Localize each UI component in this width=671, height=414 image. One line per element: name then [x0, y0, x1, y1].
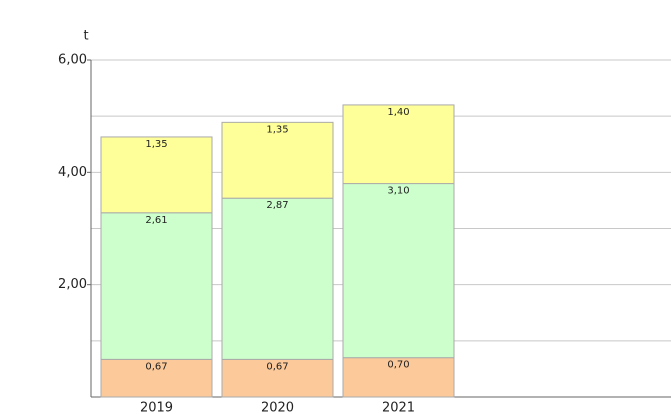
x-tick-label: 2019	[140, 401, 173, 414]
y-axis-label: t	[83, 29, 88, 44]
bar-segment	[342, 104, 455, 185]
value-label: 0,70	[387, 360, 409, 371]
x-tick-label: 2020	[261, 401, 294, 414]
value-label: 1,40	[387, 107, 409, 118]
value-label: 3,10	[387, 186, 409, 197]
value-label: 2,61	[145, 215, 167, 226]
bar-segment	[221, 121, 334, 199]
x-tick-label: 2021	[382, 401, 415, 414]
y-tick-label: 2,00	[58, 277, 87, 292]
value-label: 0,67	[266, 361, 288, 372]
bar-segment	[221, 358, 334, 398]
value-label: 2,87	[266, 200, 288, 211]
value-label: 0,67	[145, 361, 167, 372]
bar-segment	[100, 136, 213, 214]
bar-segment	[100, 212, 213, 360]
value-label: 1,35	[145, 139, 167, 150]
bar-segment	[100, 358, 213, 398]
bar-segment	[342, 357, 455, 398]
bar-segment	[221, 197, 334, 360]
y-tick-label: 4,00	[58, 165, 87, 180]
value-label: 1,35	[266, 124, 288, 135]
bar-segment	[342, 183, 455, 359]
y-tick-label: 6,00	[58, 53, 87, 68]
